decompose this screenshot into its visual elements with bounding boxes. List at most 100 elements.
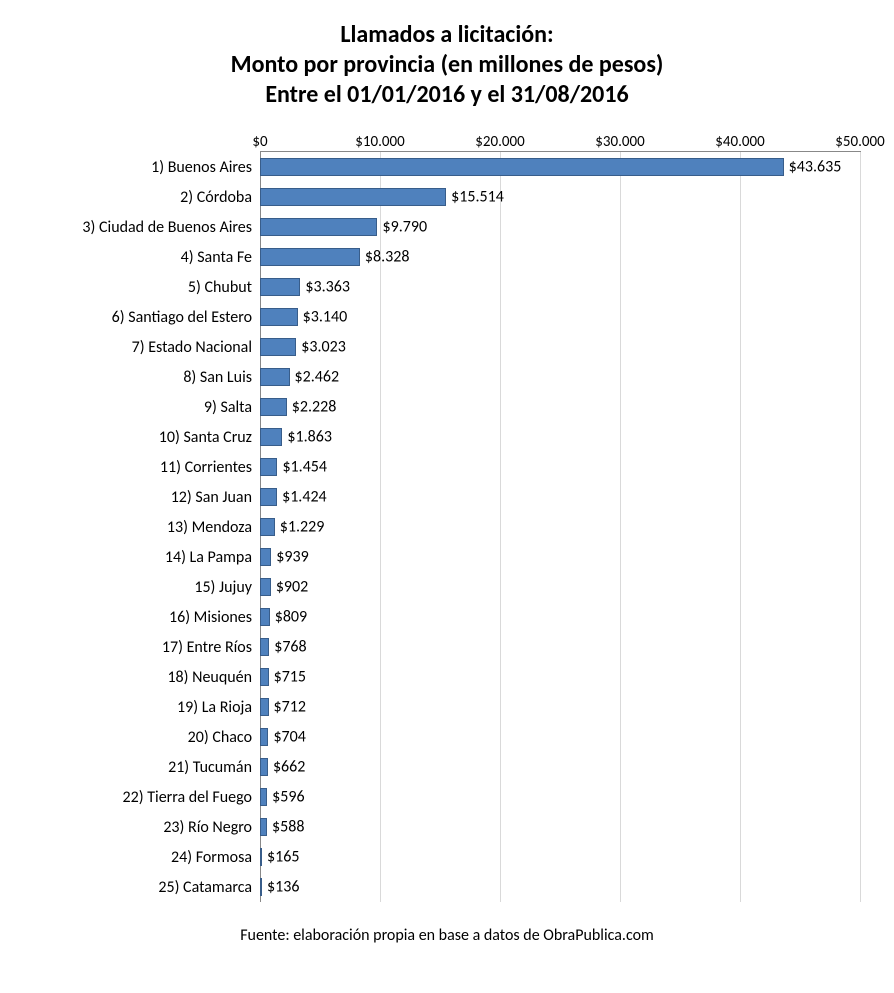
bar: $43.635 bbox=[260, 158, 784, 176]
bar-value-label: $939 bbox=[270, 548, 308, 567]
bar-value-label: $715 bbox=[268, 668, 306, 687]
bar: $3.363 bbox=[260, 278, 300, 296]
bar-row: 22) Tierra del Fuego$596 bbox=[260, 782, 860, 812]
bar-value-label: $136 bbox=[261, 878, 299, 897]
category-label: 24) Formosa bbox=[171, 848, 260, 867]
bar-value-label: $1.454 bbox=[276, 458, 327, 477]
title-line-2: Monto por provincia (en millones de peso… bbox=[30, 50, 864, 80]
category-label: 21) Tucumán bbox=[168, 758, 260, 777]
category-label: 18) Neuquén bbox=[167, 668, 260, 687]
bar: $902 bbox=[260, 578, 271, 596]
bar-value-label: $43.635 bbox=[783, 158, 842, 177]
category-label: 2) Córdoba bbox=[180, 188, 260, 207]
bar: $8.328 bbox=[260, 248, 360, 266]
bar-row: 6) Santiago del Estero$3.140 bbox=[260, 302, 860, 332]
bar-value-label: $2.228 bbox=[286, 398, 337, 417]
bar-row: 19) La Rioja$712 bbox=[260, 692, 860, 722]
bar-value-label: $712 bbox=[268, 698, 306, 717]
bar: $9.790 bbox=[260, 218, 377, 236]
bar: $768 bbox=[260, 638, 269, 656]
bar-row: 16) Misiones$809 bbox=[260, 602, 860, 632]
x-axis-tick: $10.000 bbox=[355, 133, 404, 151]
category-label: 7) Estado Nacional bbox=[132, 338, 260, 357]
category-label: 8) San Luis bbox=[183, 368, 260, 387]
bar: $165 bbox=[260, 848, 262, 866]
category-label: 13) Mendoza bbox=[167, 518, 260, 537]
bar-row: 4) Santa Fe$8.328 bbox=[260, 242, 860, 272]
x-axis-tick: $30.000 bbox=[595, 133, 644, 151]
category-label: 22) Tierra del Fuego bbox=[123, 788, 260, 807]
category-label: 5) Chubut bbox=[188, 278, 260, 297]
category-label: 25) Catamarca bbox=[158, 878, 260, 897]
bar-value-label: $8.328 bbox=[359, 248, 410, 267]
bar: $715 bbox=[260, 668, 269, 686]
bar-value-label: $15.514 bbox=[445, 188, 504, 207]
bar-row: 5) Chubut$3.363 bbox=[260, 272, 860, 302]
bar: $704 bbox=[260, 728, 268, 746]
category-label: 3) Ciudad de Buenos Aires bbox=[82, 218, 260, 237]
bars-area: 1) Buenos Aires$43.6352) Córdoba$15.5143… bbox=[260, 152, 860, 902]
bar-value-label: $2.462 bbox=[289, 368, 340, 387]
bar: $588 bbox=[260, 818, 267, 836]
title-line-3: Entre el 01/01/2016 y el 31/08/2016 bbox=[30, 80, 864, 110]
bar: $15.514 bbox=[260, 188, 446, 206]
bar-value-label: $1.863 bbox=[281, 428, 332, 447]
bar-value-label: $1.229 bbox=[274, 518, 325, 537]
bar-value-label: $9.790 bbox=[376, 218, 427, 237]
bar-row: 17) Entre Ríos$768 bbox=[260, 632, 860, 662]
x-axis-tick: $50.000 bbox=[835, 133, 884, 151]
bar-row: 12) San Juan$1.424 bbox=[260, 482, 860, 512]
bar: $136 bbox=[260, 878, 262, 896]
category-label: 14) La Pampa bbox=[165, 548, 260, 567]
bar-row: 23) Río Negro$588 bbox=[260, 812, 860, 842]
category-label: 12) San Juan bbox=[171, 488, 260, 507]
bar-value-label: $704 bbox=[267, 728, 305, 747]
bar: $712 bbox=[260, 698, 269, 716]
bar-row: 14) La Pampa$939 bbox=[260, 542, 860, 572]
bar: $809 bbox=[260, 608, 270, 626]
bar: $1.424 bbox=[260, 488, 277, 506]
x-axis-tick: $40.000 bbox=[715, 133, 764, 151]
bar-value-label: $596 bbox=[266, 788, 304, 807]
bar-value-label: $3.023 bbox=[295, 338, 346, 357]
bar-row: 9) Salta$2.228 bbox=[260, 392, 860, 422]
bar-value-label: $768 bbox=[268, 638, 306, 657]
x-axis: $0$10.000$20.000$30.000$40.000$50.000 bbox=[260, 128, 860, 152]
bar: $1.863 bbox=[260, 428, 282, 446]
bar-row: 10) Santa Cruz$1.863 bbox=[260, 422, 860, 452]
bar-value-label: $902 bbox=[270, 578, 308, 597]
chart-container: Llamados a licitación: Monto por provinc… bbox=[0, 0, 894, 993]
category-label: 11) Corrientes bbox=[160, 458, 260, 477]
bar: $3.140 bbox=[260, 308, 298, 326]
chart-title: Llamados a licitación: Monto por provinc… bbox=[30, 20, 864, 110]
bar-row: 1) Buenos Aires$43.635 bbox=[260, 152, 860, 182]
bar-row: 8) San Luis$2.462 bbox=[260, 362, 860, 392]
category-label: 20) Chaco bbox=[188, 728, 260, 747]
bar-value-label: $165 bbox=[261, 848, 299, 867]
bar-value-label: $1.424 bbox=[276, 488, 327, 507]
bar-row: 20) Chaco$704 bbox=[260, 722, 860, 752]
category-label: 15) Jujuy bbox=[194, 578, 260, 597]
bar-row: 25) Catamarca$136 bbox=[260, 872, 860, 902]
plot-area: $0$10.000$20.000$30.000$40.000$50.000 1)… bbox=[260, 128, 860, 902]
x-axis-tick: $0 bbox=[252, 133, 267, 151]
bar-value-label: $588 bbox=[266, 818, 304, 837]
x-axis-tick: $20.000 bbox=[475, 133, 524, 151]
bar-value-label: $662 bbox=[267, 758, 305, 777]
bar-row: 11) Corrientes$1.454 bbox=[260, 452, 860, 482]
bar: $662 bbox=[260, 758, 268, 776]
category-label: 16) Misiones bbox=[169, 608, 260, 627]
bar: $939 bbox=[260, 548, 271, 566]
bar-row: 18) Neuquén$715 bbox=[260, 662, 860, 692]
bar: $596 bbox=[260, 788, 267, 806]
chart-footer: Fuente: elaboración propia en base a dat… bbox=[30, 926, 864, 945]
bar-value-label: $3.140 bbox=[297, 308, 348, 327]
category-label: 9) Salta bbox=[204, 398, 260, 417]
category-label: 4) Santa Fe bbox=[181, 248, 260, 267]
title-line-1: Llamados a licitación: bbox=[30, 20, 864, 50]
grid-line bbox=[860, 152, 861, 902]
category-label: 6) Santiago del Estero bbox=[112, 308, 260, 327]
bar-row: 15) Jujuy$902 bbox=[260, 572, 860, 602]
bar-row: 24) Formosa$165 bbox=[260, 842, 860, 872]
bar-row: 13) Mendoza$1.229 bbox=[260, 512, 860, 542]
